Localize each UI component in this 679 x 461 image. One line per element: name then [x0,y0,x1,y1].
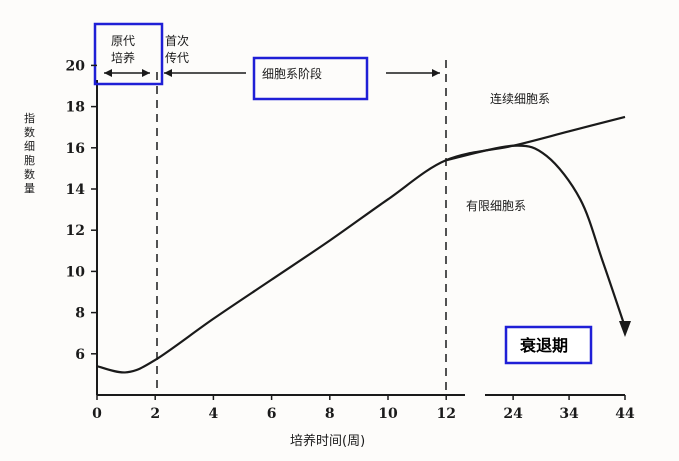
x-tick-label: 44 [615,406,635,422]
y-axis-label-char: 细 [24,140,35,153]
x-tick-label: 6 [267,406,277,422]
y-axis-label-char: 胞 [24,154,35,167]
phase-first-passage-label: 首次传代 [165,34,189,65]
series-line [96,115,626,374]
x-tick-label: 4 [209,406,219,422]
y-axis-label-char: 指 [24,111,35,125]
x-tick-label: 34 [559,406,579,422]
cell-line-stage-highlight-box [252,56,369,101]
y-tick-labels: 6 8 10 12 14 16 18 20 [66,58,97,363]
y-axis-label-char: 数 [24,168,35,181]
x-tick-label: 8 [325,406,335,422]
decline-phase-box [504,325,593,365]
phase-primary-culture-label-line1: 原代培养 [111,34,135,65]
decline-phase-label: 衰退期 [519,336,568,355]
y-tick-label: 16 [66,141,85,157]
y-tick-label: 8 [75,306,85,322]
x-axis-title: 培养时间(周) [290,433,365,449]
x-tick-label: 2 [150,406,160,422]
growth-curves [96,115,631,374]
y-tick-label: 12 [66,223,85,239]
series-line [445,144,627,328]
series-label-continuous: 连续细胞系 [490,91,550,106]
x-tick-labels: 0 2 4 6 8 10 12 24 34 44 [92,395,635,422]
decline-arrowhead [619,321,631,338]
x-tick-label: 12 [436,406,455,422]
series-label-finite: 有限细胞系 [466,199,526,213]
y-tick-label: 6 [75,347,85,363]
y-tick-label: 20 [66,58,86,74]
x-tick-label: 0 [92,406,102,422]
phase-arrows [104,69,440,77]
x-tick-label: 10 [378,406,398,422]
phase-cell-line-label: 细胞系阶段 [262,66,322,81]
y-axis-label-char: 数 [24,126,35,139]
primary-culture-highlight-box [93,22,164,86]
y-axis-label-char: 量 [24,182,35,195]
y-tick-label: 14 [66,182,86,198]
y-tick-label: 10 [66,264,86,280]
y-tick-label: 18 [66,100,85,116]
x-tick-label: 24 [503,406,523,422]
